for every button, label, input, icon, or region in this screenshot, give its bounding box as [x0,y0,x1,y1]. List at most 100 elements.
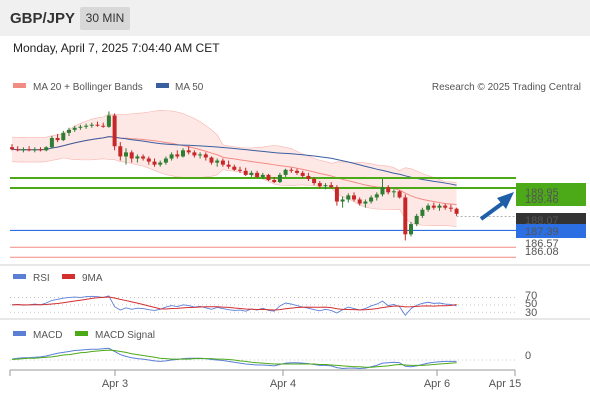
candle [112,113,117,151]
candle [409,222,413,237]
macd-line [11,347,457,370]
candle [106,111,111,128]
candle [397,190,402,199]
candle [226,160,231,169]
candle [101,122,106,128]
rsi-ma-legend-label: 9MA [82,273,103,284]
rsi-legend-swatch [13,274,26,279]
candle [21,147,26,153]
candle [169,152,174,161]
macd-legend-label: MACD [33,330,62,341]
candle [84,123,89,129]
macd-legend-swatch [13,331,26,336]
candle [163,156,168,165]
candle [431,202,436,210]
candle [78,124,83,130]
rsi-line [11,295,457,317]
candle [357,197,362,206]
candle [380,179,385,197]
candle [243,167,248,176]
support-tag [516,224,586,238]
macd-signal-legend-label: MACD Signal [95,330,155,341]
candle [152,158,157,167]
ma20-legend-label: MA 20 + Bollinger Bands [33,82,143,93]
candle [44,146,49,152]
candle [49,135,54,149]
macd-signal-line [11,349,457,368]
candle [61,130,66,142]
support-1-label: 187.39 [525,226,559,238]
candle [277,172,282,184]
chart-timestamp: Monday, April 7, 2025 7:04:40 AM CET [13,41,220,55]
candle [118,142,123,161]
candle [10,144,14,151]
candle [346,193,351,203]
candle [67,127,71,136]
candle [15,146,20,152]
rsi-30-label: 30 [525,307,537,319]
candle [363,199,368,208]
candle [272,176,277,184]
x-tick-label: Apr 6 [424,378,450,390]
x-axis-ticks: Apr 3 Apr 4 Apr 6 Apr 15 [9,370,521,390]
header-bar: GBP/JPY 30 MIN [0,0,590,36]
candle [329,182,334,189]
candle [158,160,163,167]
candle [300,170,305,178]
x-tick-label: Apr 4 [270,378,296,390]
candle [146,156,151,165]
candle [426,203,431,212]
candle [135,154,140,163]
candles [10,111,459,241]
ma50-legend-label: MA 50 [175,82,204,93]
candle [192,150,197,158]
candle [238,166,242,173]
rsi-ma-line [11,296,457,311]
candle [141,154,146,161]
rsi-ma-legend-swatch [62,274,75,279]
candle [317,181,322,189]
candle [220,158,225,167]
rsi-legend-label: RSI [33,273,50,284]
candle [403,194,408,241]
candle [27,146,32,152]
candle [295,168,299,175]
bollinger-upper-line [11,110,457,183]
ma50-line [11,136,457,186]
candle [420,207,425,218]
candle [448,204,453,212]
rsi-70-label: 70 [525,290,537,302]
candle [374,192,379,201]
timeframe-button[interactable]: 30 MIN [80,7,130,30]
candle [129,150,134,163]
candle [203,152,208,161]
forecast-arrow-icon [479,192,514,221]
candle [340,196,345,208]
rsi-50-label: 50 [525,298,537,310]
candle [352,192,356,202]
candle [323,183,328,190]
bollinger-lower-line [11,157,457,228]
x-tick-label: Apr 3 [102,378,128,390]
candle [260,172,265,179]
candle [369,195,374,204]
candle [414,213,419,227]
ma20-legend-swatch [13,83,26,88]
resistance-tag-2 [516,193,586,206]
candle [289,167,294,173]
candle [454,207,459,216]
candle [38,147,43,152]
resistance-1-label: 189.95 [525,187,559,199]
symbol-title: GBP/JPY [10,10,76,27]
candle [232,164,237,171]
candle [209,156,214,165]
candle [249,170,254,177]
candle [198,152,203,159]
macd-plot [10,347,516,370]
candle [386,185,391,195]
candle [72,125,77,132]
last-price-tag [516,213,586,227]
candle [32,147,37,153]
target-2-label: 186.08 [525,246,559,258]
candle [283,168,288,177]
